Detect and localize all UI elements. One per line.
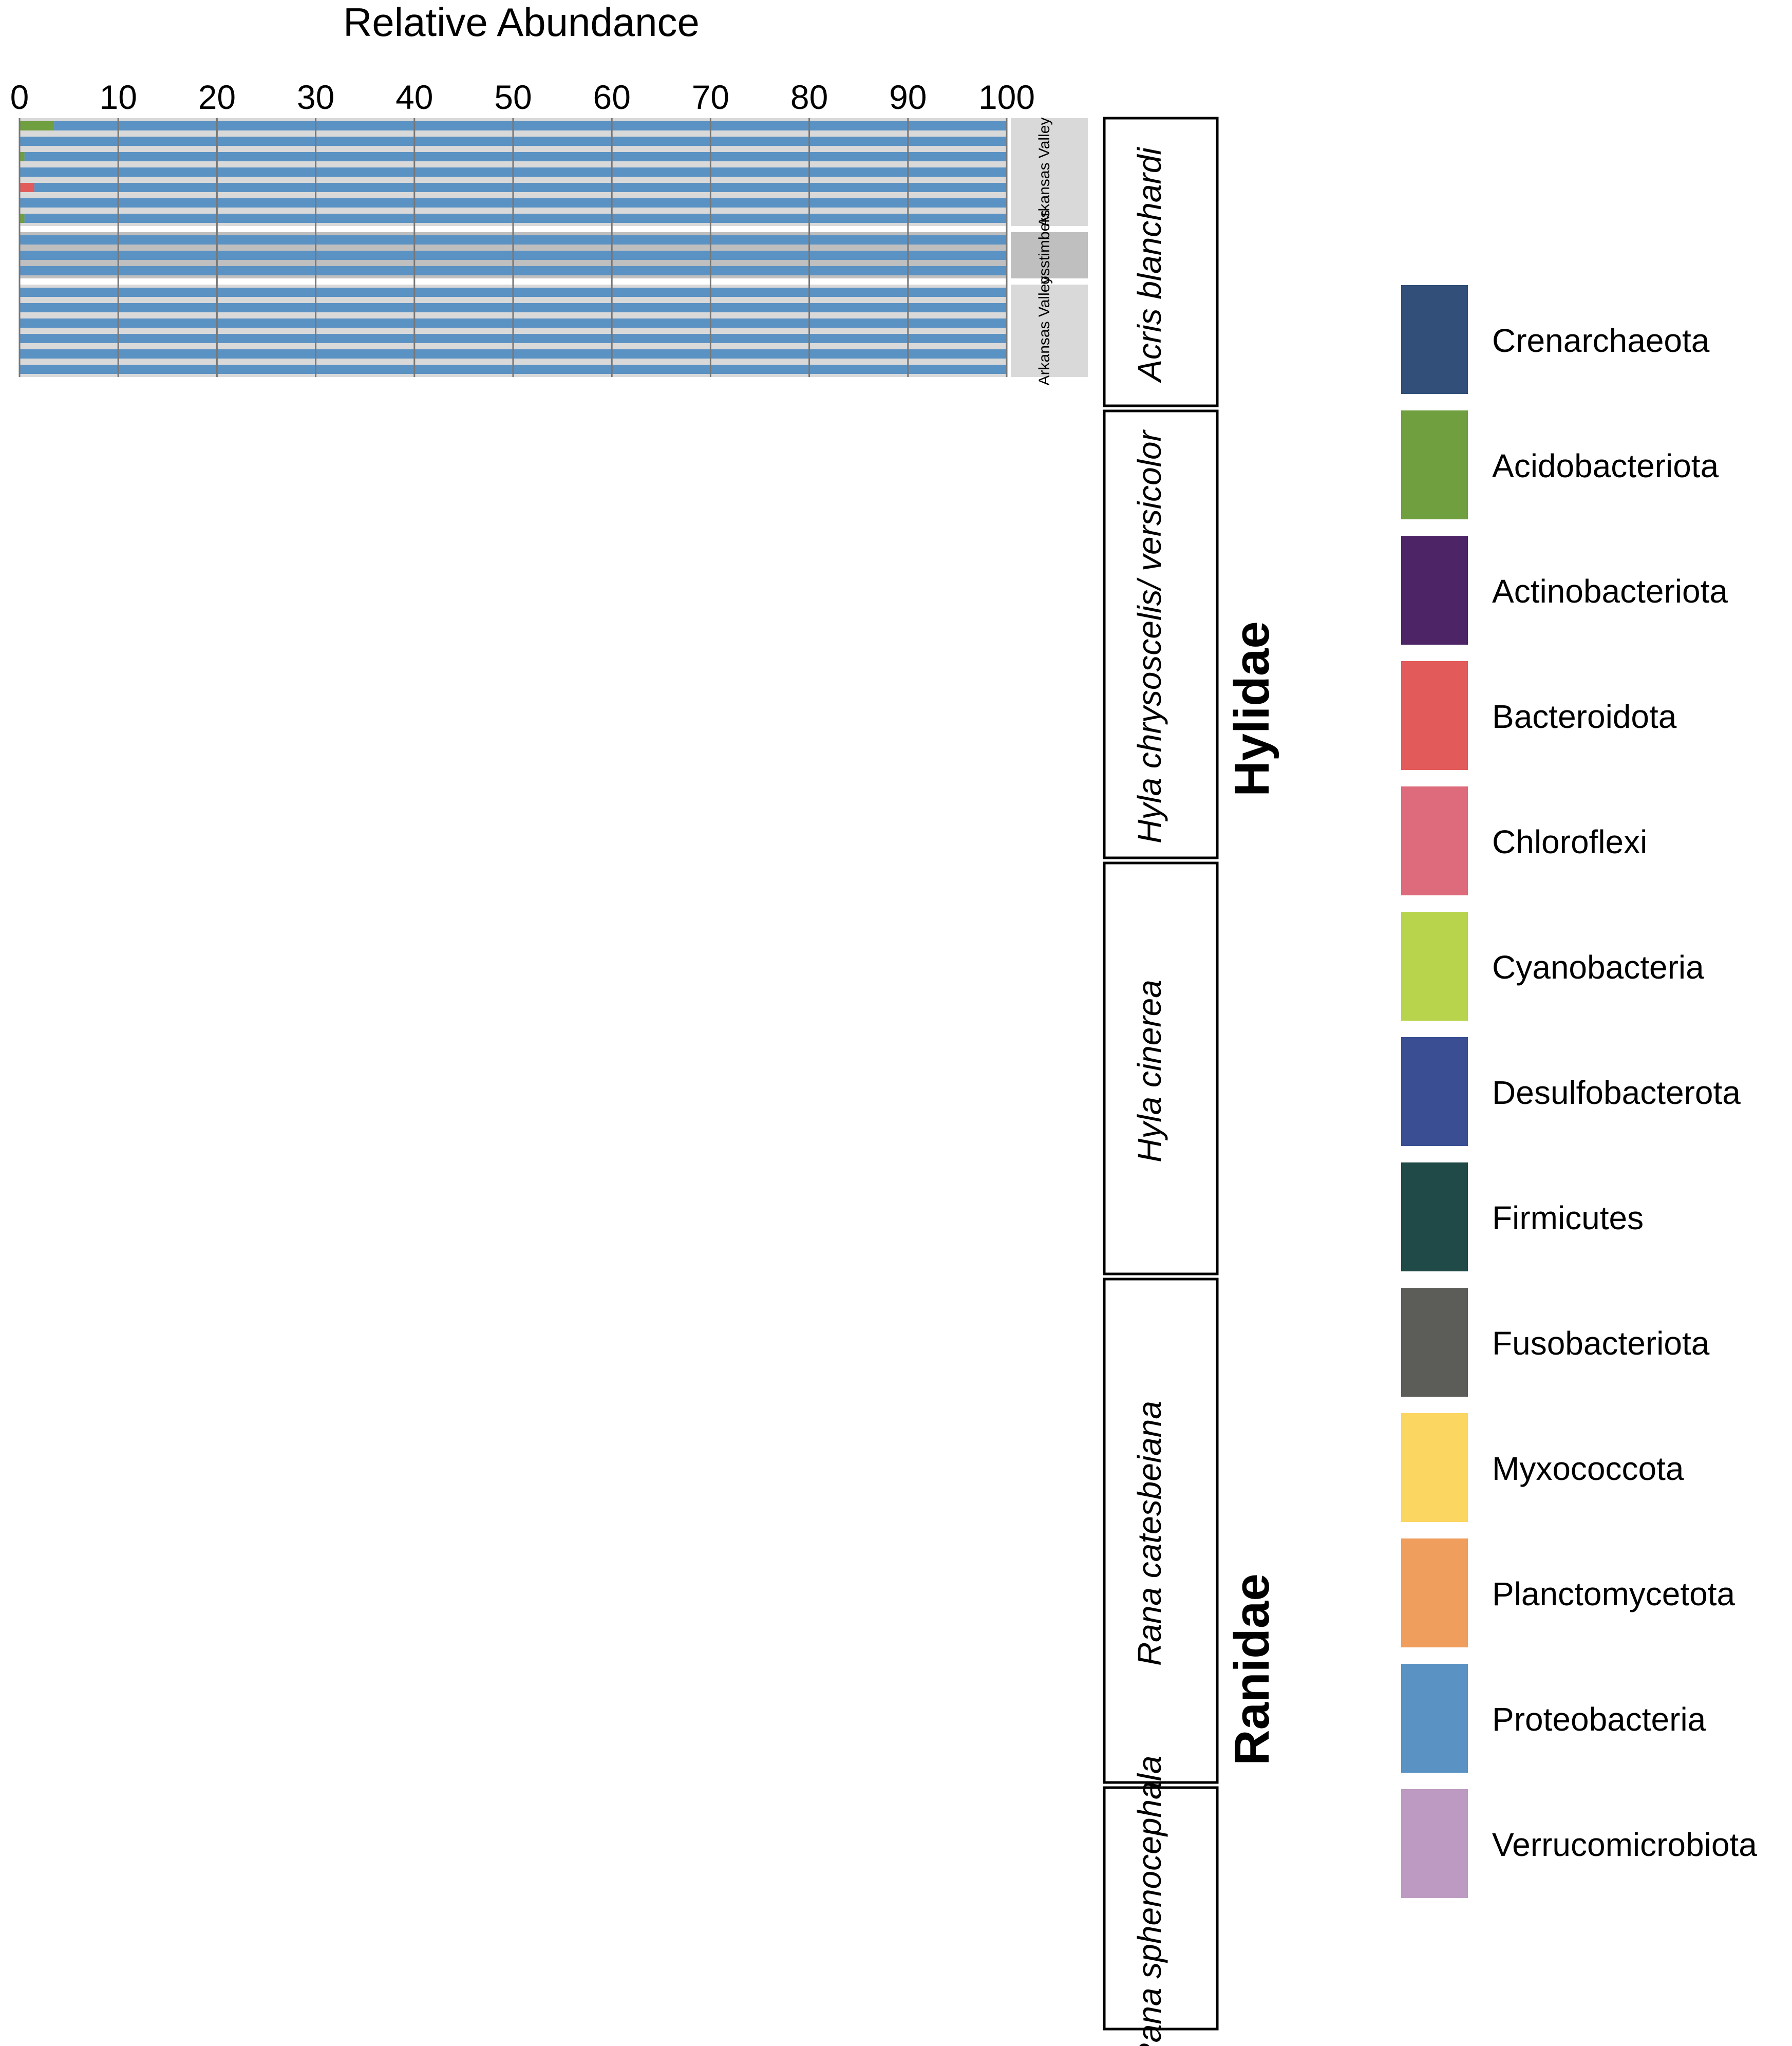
family-label: Hylidae <box>1224 621 1279 796</box>
bar-segment-proteobacteria <box>24 152 1007 161</box>
legend-label-proteobacteria: Proteobacteria <box>1492 1701 1706 1738</box>
x-tick-label: 40 <box>395 78 433 116</box>
legend-label-chloroflexi: Chloroflexi <box>1492 823 1647 860</box>
legend-label-myxococcota: Myxococcota <box>1492 1450 1684 1487</box>
x-tick-label: 10 <box>99 78 137 116</box>
legend-label-acidobacteriota: Acidobacteriota <box>1492 447 1719 484</box>
region-panel <box>1011 285 1088 377</box>
x-tick-label: 20 <box>198 78 236 116</box>
chart-title: Relative Abundance <box>343 0 700 45</box>
legend-swatch-myxococcota <box>1401 1413 1468 1522</box>
bar-segment-proteobacteria <box>24 214 1007 223</box>
x-tick-label: 90 <box>889 78 927 116</box>
bar-segment-bacteroidota <box>20 183 34 192</box>
legend-label-planctomycetota: Planctomycetota <box>1492 1575 1736 1612</box>
legend-swatch-acidobacteriota <box>1401 410 1468 519</box>
legend-swatch-desulfobacterota <box>1401 1037 1468 1146</box>
legend-swatch-bacteroidota <box>1401 661 1468 770</box>
region-panel <box>1011 232 1088 278</box>
legend-label-bacteroidota: Bacteroidota <box>1492 698 1677 735</box>
bar-segment-acidobacteriota <box>20 121 54 130</box>
x-tick-label: 0 <box>10 78 29 116</box>
legend-swatch-verrucomicrobiota <box>1401 1789 1468 1898</box>
species-panel <box>1103 861 1219 1275</box>
species-panel <box>1103 1278 1219 1784</box>
bar-segment-acidobacteriota <box>20 152 25 161</box>
legend-swatch-actinobacteriota <box>1401 536 1468 645</box>
legend-swatch-crenarchaeota <box>1401 285 1468 394</box>
legend-label-desulfobacterota: Desulfobacterota <box>1492 1074 1741 1111</box>
legend-label-crenarchaeota: Crenarchaeota <box>1492 322 1710 359</box>
legend-label-cyanobacteria: Cyanobacteria <box>1492 949 1704 986</box>
bar-segment-proteobacteria <box>34 183 1007 192</box>
legend-label-fusobacteriota: Fusobacteriota <box>1492 1325 1710 1362</box>
x-tick-label: 60 <box>593 78 630 116</box>
plot-area <box>18 118 1008 377</box>
legend-label-firmicutes: Firmicutes <box>1492 1199 1644 1236</box>
legend-swatch-firmicutes <box>1401 1162 1468 1271</box>
species-label: Rana sphenocephala <box>1131 1756 1168 2046</box>
legend: Crenarchaeota Acidobacteriota Actinobacter… <box>1401 285 1757 1898</box>
species-label: Acris blanchardi <box>1131 147 1168 384</box>
legend-swatch-fusobacteriota <box>1401 1288 1468 1397</box>
species-label: Hyla cinerea <box>1131 980 1168 1162</box>
family-labels: Hylidae Ranidae <box>1224 621 1279 1765</box>
species-panel <box>1103 117 1219 407</box>
legend-label-actinobacteriota: Actinobacteriota <box>1492 573 1728 610</box>
x-axis-ticks: 0 10 20 30 40 50 60 70 80 90 100 <box>10 78 1035 116</box>
bar-segment-acidobacteriota <box>20 214 25 223</box>
family-label: Ranidae <box>1224 1573 1279 1765</box>
x-tick-label: 70 <box>692 78 729 116</box>
x-tick-label: 50 <box>494 78 532 116</box>
region-label: Arkansas Valley <box>1036 118 1053 227</box>
species-panels: Acris blanchardi Hyla chrysoscelis/ versi… <box>1103 117 1219 2046</box>
species-label: Hyla chrysoscelis/ versicolor <box>1131 429 1168 843</box>
x-tick-label: 30 <box>297 78 334 116</box>
legend-swatch-chloroflexi <box>1401 786 1468 895</box>
region-label: Arkansas Valley <box>1036 276 1053 386</box>
x-tick-label: 100 <box>978 78 1035 116</box>
legend-swatch-proteobacteria <box>1401 1664 1468 1773</box>
x-tick-label: 80 <box>790 78 828 116</box>
bar-segment-proteobacteria <box>54 121 1007 130</box>
species-label: Rana catesbeiana <box>1131 1401 1168 1666</box>
legend-swatch-cyanobacteria <box>1401 912 1468 1021</box>
species-panel <box>1103 409 1219 859</box>
region-panel <box>1011 118 1088 226</box>
legend-label-verrucomicrobiota: Verrucomicrobiota <box>1492 1826 1757 1863</box>
species-panel <box>1103 1786 1219 2031</box>
legend-swatch-planctomycetota <box>1401 1538 1468 1647</box>
